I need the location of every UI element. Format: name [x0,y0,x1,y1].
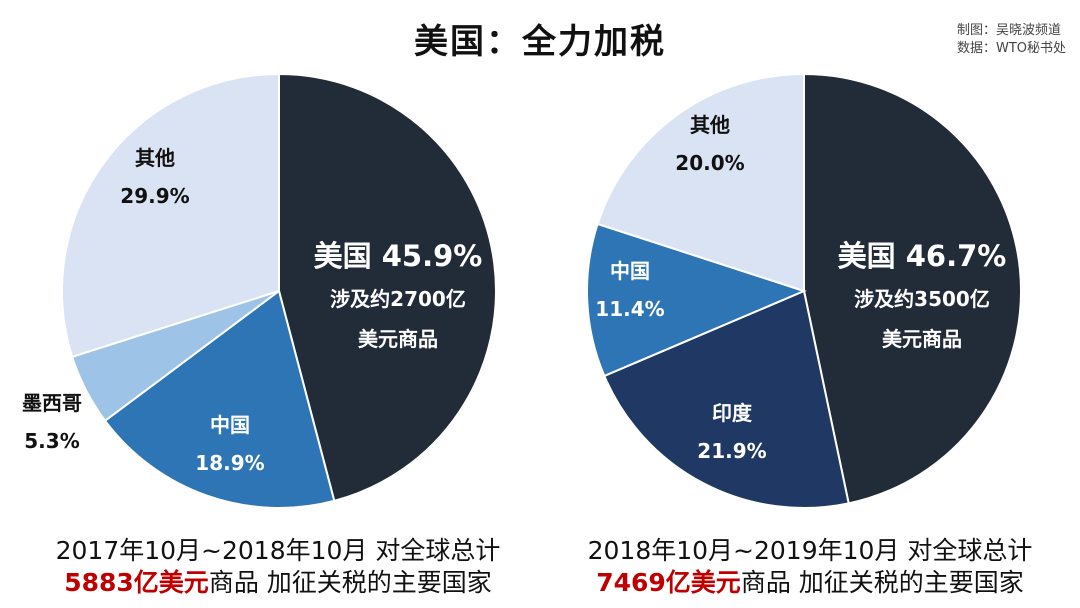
slice-name-0-3: 其他 [135,146,175,170]
pie-slice-1-3 [596,72,805,293]
slice-value-1-2: 11.4% [595,297,664,321]
caption-right-line2: 7469亿美元商品 加征关税的主要国家 [540,567,1080,599]
pie-slice-1-2 [586,222,807,378]
slice-value-0-2: 5.3% [24,429,79,453]
caption-left-rest: 商品 加征关税的主要国家 [208,568,492,597]
slice-name-1-2: 中国 [610,259,650,283]
pie-slice-0-1 [103,289,336,509]
credit-source: 数据：WTO秘书处 [956,41,1066,56]
slice-name-0-2: 墨西哥 [22,391,82,415]
pie-slice-1-1 [602,289,850,509]
slice-name-1-3: 其他 [690,113,730,137]
slice-value-1-3: 20.0% [675,151,744,175]
slice-name-0-1: 中国 [210,413,250,437]
slice-value-1-1: 21.9% [697,439,766,463]
caption-right-line1: 2018年10月~2019年10月 对全球总计 [587,536,1033,565]
pie-slice-0-0 [278,72,497,503]
caption-left-line2: 5883亿美元商品 加征关税的主要国家 [8,567,548,599]
slice-label-0-0: 美国 45.9% [314,239,483,273]
caption-right-rest: 商品 加征关税的主要国家 [740,568,1024,597]
credit-author: 制图：吴晓波频道 [956,23,1061,38]
slice-label-1-0: 美国 46.7% [838,239,1007,273]
caption-right: 2018年10月~2019年10月 对全球总计 7469亿美元商品 加征关税的主… [540,535,1080,599]
pie-slice-1-0 [803,72,1022,505]
slice-value-0-3: 29.9% [120,184,189,208]
slice-value-0-1: 18.9% [195,451,264,475]
slice-name-1-1: 印度 [712,401,753,425]
caption-left: 2017年10月~2018年10月 对全球总计 5883亿美元商品 加征关税的主… [8,535,548,599]
caption-left-line1: 2017年10月~2018年10月 对全球总计 [55,536,501,565]
caption-left-amount: 5883亿美元 [64,568,209,597]
page-title: 美国：全力加税 [414,22,666,62]
pie-slice-0-3 [61,72,280,359]
credits: 制图：吴晓波频道 数据：WTO秘书处 [957,22,1066,58]
slice-sub1-1: 涉及约3500亿 [854,287,990,311]
slice-sub2-0: 美元商品 [358,327,438,351]
slice-sub2-1: 美元商品 [882,327,962,351]
slice-sub1-0: 涉及约2700亿 [330,287,466,311]
caption-right-amount: 7469亿美元 [596,568,741,597]
